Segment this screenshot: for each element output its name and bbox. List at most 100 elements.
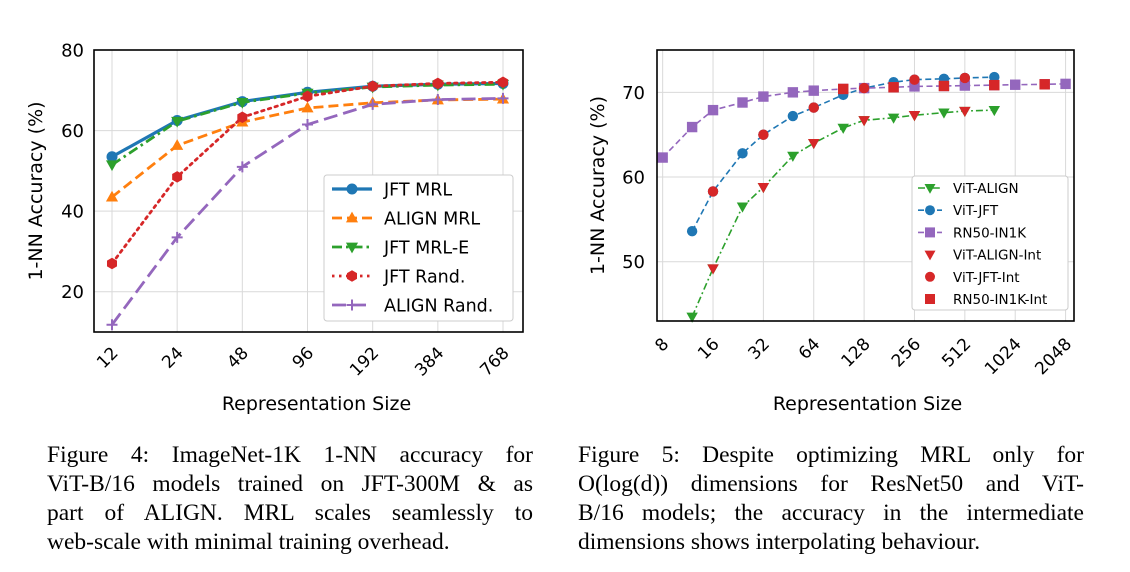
- data-point: [367, 80, 378, 93]
- legend-label: ALIGN MRL: [384, 210, 480, 230]
- data-point: [432, 94, 444, 106]
- data-point: [686, 312, 698, 323]
- legend: ViT-ALIGN ViT-JFT RN50-IN1K ViT-ALIGN-Int Vi…: [911, 175, 1069, 311]
- y-tick-label: 20: [61, 282, 84, 303]
- x-axis-label: Representation Size: [773, 393, 962, 415]
- caption-figure-4: Figure 4: ImageNet-1K 1-NN accuracy for …: [47, 441, 533, 557]
- data-point: [757, 183, 770, 194]
- caption-line: O(log(d)) dimensions for ResNet50 and Vi…: [578, 471, 1084, 497]
- legend-box: [323, 174, 514, 322]
- x-tick-label: 512: [938, 334, 975, 371]
- legend-label: ViT-ALIGN-Int: [953, 248, 1041, 264]
- chart-fig4: 20 40 60 80 12 24 48 96 192 384 768 Representation …: [25, 41, 524, 415]
- data-point: [1060, 78, 1071, 90]
- data-point: [988, 105, 1001, 117]
- legend-marker: [346, 299, 358, 311]
- x-tick-label: 24: [158, 343, 187, 372]
- legend-label: JFT Rand.: [383, 268, 465, 288]
- legend-marker: [925, 227, 935, 238]
- data-point: [172, 171, 183, 183]
- data-point: [707, 104, 719, 116]
- data-point: [787, 110, 799, 122]
- legend-marker: [925, 294, 935, 304]
- legend-label: JFT MRL-E: [383, 239, 469, 259]
- x-tick-label: 2048: [1031, 334, 1076, 379]
- y-axis-label: 1-NN Accuracy (%): [587, 96, 609, 275]
- legend-marker: [924, 184, 936, 194]
- x-tick-label: 8: [651, 334, 673, 356]
- data-point: [808, 138, 820, 150]
- data-point: [959, 72, 971, 84]
- data-point: [837, 123, 849, 134]
- series-group: [105, 76, 510, 331]
- data-point: [301, 101, 314, 113]
- y-tick-label: 60: [622, 168, 645, 189]
- data-point: [106, 319, 118, 331]
- plot-frame: [93, 49, 524, 333]
- legend-label: RN50-IN1K: [953, 225, 1027, 241]
- data-point: [787, 87, 799, 98]
- data-point: [989, 71, 1000, 83]
- legend: JFT MRL ALIGN MRL JFT MRL-E JFT Rand. ALIGN …: [323, 174, 514, 322]
- data-point: [106, 151, 118, 163]
- data-point: [497, 76, 509, 89]
- data-point: [838, 83, 849, 95]
- x-tick-label: 256: [888, 334, 925, 371]
- data-point: [908, 111, 921, 122]
- caption-line: dimensions shows interpolating behaviour…: [578, 529, 981, 555]
- data-point: [367, 98, 379, 110]
- legend-marker: [346, 183, 358, 195]
- data-point: [858, 82, 870, 94]
- legend-label: RN50-IN1K-Int: [953, 292, 1047, 308]
- y-axis-label: 1-NN Accuracy (%): [25, 101, 47, 280]
- caption-line: web-scale with minimal training overhead…: [47, 529, 450, 555]
- legend-marker: [345, 242, 359, 254]
- caption-line: B/16 models; the accuracy in the interme…: [578, 500, 1084, 526]
- legend-label: ALIGN Rand.: [384, 297, 493, 317]
- data-point: [787, 151, 799, 162]
- caption-line: Figure 4: ImageNet-1K 1-NN accuracy for: [47, 442, 533, 468]
- data-point: [657, 152, 668, 163]
- plot-frame: [656, 49, 1075, 322]
- legend-marker: [346, 270, 358, 282]
- x-tick-label: 12: [93, 343, 122, 372]
- x-tick-label: 64: [795, 334, 824, 363]
- x-tick-label: 96: [289, 343, 318, 372]
- data-point: [909, 74, 920, 85]
- y-tick-label: 70: [622, 83, 645, 104]
- data-point: [737, 97, 748, 108]
- x-tick-label: 32: [744, 334, 773, 363]
- data-point: [171, 139, 184, 150]
- caption-line: part of ALIGN. MRL scales seamlessly to: [47, 500, 533, 526]
- y-tick-label: 40: [61, 202, 84, 223]
- data-point: [959, 106, 971, 117]
- legend-marker: [925, 271, 935, 282]
- series-group: [657, 71, 1071, 323]
- y-tick-label: 80: [61, 41, 84, 62]
- data-point: [909, 81, 920, 92]
- data-point: [236, 161, 248, 173]
- data-point: [105, 160, 119, 172]
- data-point: [686, 121, 698, 133]
- legend-box: [911, 175, 1069, 311]
- data-point: [237, 111, 248, 124]
- data-point: [959, 80, 971, 91]
- x-tick-label: 192: [346, 343, 383, 380]
- data-point: [105, 190, 119, 202]
- data-point: [707, 264, 719, 275]
- data-point: [497, 92, 509, 104]
- x-axis-label: Representation Size: [222, 393, 411, 415]
- data-point: [758, 129, 769, 140]
- caption-line: ViT-B/16 models trained on JFT-300M & as: [47, 471, 533, 497]
- data-point: [707, 186, 719, 197]
- x-tick-label: 16: [694, 334, 723, 363]
- data-point: [737, 148, 748, 159]
- chart-fig5: 50 60 70 8 16 32 64 128 256 512 1024 2048 Representa…: [587, 49, 1076, 415]
- data-point: [938, 108, 950, 119]
- legend-marker: [925, 205, 935, 216]
- y-tick-label: 60: [61, 121, 84, 142]
- data-point: [938, 80, 950, 92]
- data-point: [1010, 79, 1021, 90]
- data-point: [808, 85, 819, 96]
- data-point: [858, 116, 870, 127]
